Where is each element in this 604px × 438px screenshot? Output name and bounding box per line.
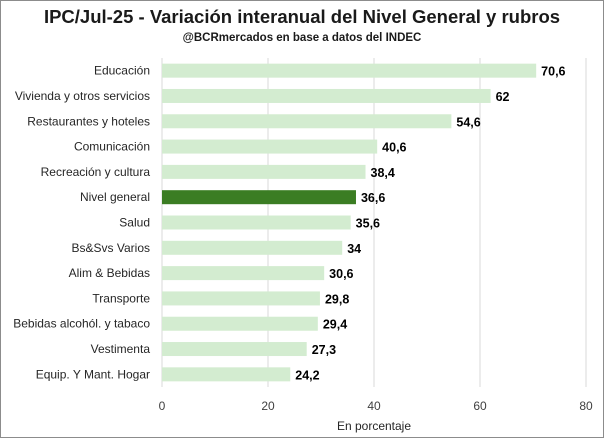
x-axis-title: En porcentaje: [337, 419, 411, 433]
category-label: Alim & Bebidas: [69, 266, 150, 280]
value-label: 34: [347, 242, 361, 256]
bar: [162, 342, 307, 357]
x-tick-label: 40: [367, 399, 381, 413]
value-label: 38,4: [371, 166, 395, 180]
category-label: Nivel general: [80, 190, 150, 204]
value-label: 36,6: [361, 191, 385, 205]
category-label: Restaurantes y hoteles: [27, 114, 150, 128]
category-label: Comunicación: [74, 140, 150, 154]
value-label: 70,6: [541, 65, 565, 79]
bar: [162, 88, 491, 103]
value-label: 54,6: [456, 115, 480, 129]
bar: [162, 190, 356, 205]
value-labels: 70,6 62 54,6 40,6 38,4 36,6 35,6 34 30,6 29,8 29,4…: [295, 65, 565, 383]
category-label: Educación: [94, 64, 150, 78]
bar: [162, 291, 320, 306]
bar: [162, 266, 325, 281]
bar: [162, 215, 351, 230]
value-label: 40,6: [382, 141, 406, 155]
chart-title: IPC/Jul-25 - Variación interanual del Ni…: [43, 6, 561, 27]
bar: [162, 164, 366, 179]
x-tick-label: 20: [261, 399, 275, 413]
x-tick-labels: 0 20 40 60 80: [159, 399, 593, 413]
value-label: 29,4: [323, 318, 347, 332]
category-label: Equip. Y Mant. Hogar: [36, 367, 150, 381]
value-label: 30,6: [329, 267, 353, 281]
x-tick-label: 60: [473, 399, 487, 413]
x-tick-label: 80: [579, 399, 593, 413]
bars: [162, 63, 537, 382]
bar: [162, 367, 291, 382]
category-label: Vivienda y otros servicios: [15, 89, 150, 103]
value-label: 62: [496, 90, 510, 104]
bar: [162, 114, 452, 129]
bar: [162, 316, 318, 331]
chart-subtitle: @BCRmercados en base a datos del INDEC: [182, 32, 422, 44]
value-label: 29,8: [325, 292, 349, 306]
gridlines: [161, 58, 587, 387]
bar: [162, 63, 537, 78]
category-label: Recreación y cultura: [41, 165, 151, 179]
category-label: Salud: [119, 216, 150, 230]
bar: [162, 240, 343, 255]
category-label: Vestimenta: [91, 342, 151, 356]
category-labels: Educación Vivienda y otros servicios Resta…: [13, 64, 150, 382]
category-label: Transporte: [92, 291, 150, 305]
bar: [162, 139, 378, 154]
category-label: Bebidas alcohól. y tabaco: [13, 317, 150, 331]
category-label: Bs&Svs Varios: [72, 241, 150, 255]
value-label: 35,6: [356, 217, 380, 231]
value-label: 27,3: [312, 343, 336, 357]
x-tick-label: 0: [159, 399, 166, 413]
value-label: 24,2: [295, 368, 319, 382]
